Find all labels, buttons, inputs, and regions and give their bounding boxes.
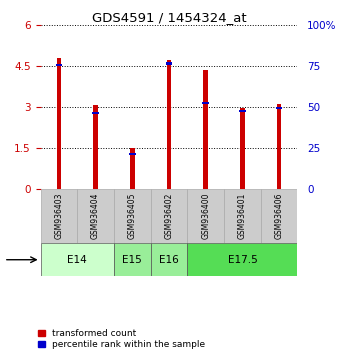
Bar: [277, 104, 281, 189]
Bar: [41, 189, 77, 243]
Bar: [41, 243, 114, 276]
Bar: [187, 243, 297, 276]
Text: GSM936403: GSM936403: [54, 193, 64, 239]
Text: E17.5: E17.5: [227, 255, 257, 265]
Bar: [261, 189, 297, 243]
Legend: transformed count, percentile rank within the sample: transformed count, percentile rank withi…: [38, 329, 205, 349]
Bar: [203, 70, 208, 189]
Bar: [114, 189, 151, 243]
Bar: [167, 60, 171, 189]
Bar: [57, 58, 61, 189]
Bar: [151, 243, 187, 276]
Bar: [240, 108, 245, 189]
Bar: [239, 110, 246, 112]
Bar: [114, 243, 151, 276]
Bar: [224, 189, 261, 243]
Title: GDS4591 / 1454324_at: GDS4591 / 1454324_at: [92, 11, 246, 24]
Text: GSM936406: GSM936406: [274, 193, 284, 239]
Text: E14: E14: [67, 255, 87, 265]
Text: GSM936402: GSM936402: [165, 193, 173, 239]
Bar: [276, 107, 282, 109]
Bar: [151, 189, 187, 243]
Text: GSM936404: GSM936404: [91, 193, 100, 239]
Text: GSM936405: GSM936405: [128, 193, 137, 239]
Text: GSM936400: GSM936400: [201, 193, 210, 239]
Bar: [77, 189, 114, 243]
Bar: [166, 62, 172, 65]
Bar: [187, 189, 224, 243]
Bar: [56, 64, 62, 66]
Text: GSM936401: GSM936401: [238, 193, 247, 239]
Text: E16: E16: [159, 255, 179, 265]
Bar: [92, 112, 99, 114]
Bar: [130, 148, 135, 189]
Bar: [129, 153, 136, 155]
Bar: [93, 105, 98, 189]
Text: E15: E15: [122, 255, 142, 265]
Bar: [202, 102, 209, 104]
